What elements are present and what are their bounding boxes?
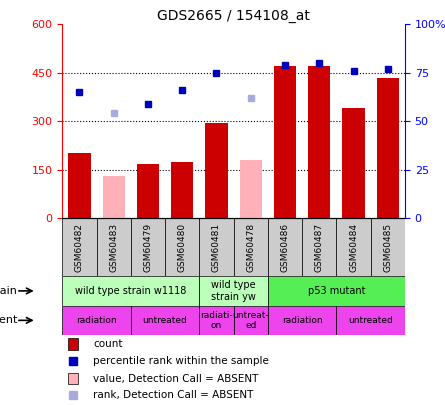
Bar xyxy=(205,123,228,218)
Bar xyxy=(199,218,234,276)
Bar xyxy=(302,218,336,276)
Text: value, Detection Call = ABSENT: value, Detection Call = ABSENT xyxy=(93,373,259,384)
Bar xyxy=(274,66,296,218)
Text: GSM60483: GSM60483 xyxy=(109,223,118,272)
Bar xyxy=(371,218,405,276)
Bar xyxy=(268,306,336,335)
Bar xyxy=(102,176,125,218)
Bar xyxy=(376,78,399,218)
Bar xyxy=(336,218,371,276)
Bar xyxy=(137,164,159,218)
Text: radiation: radiation xyxy=(76,316,117,325)
Bar xyxy=(268,218,302,276)
Text: GSM60481: GSM60481 xyxy=(212,223,221,272)
Bar xyxy=(342,108,365,218)
Text: p53 mutant: p53 mutant xyxy=(307,286,365,296)
Bar xyxy=(62,276,199,306)
Bar xyxy=(97,218,131,276)
Text: radiation: radiation xyxy=(282,316,323,325)
Bar xyxy=(62,306,131,335)
Bar xyxy=(131,218,165,276)
Text: wild type
strain yw: wild type strain yw xyxy=(211,280,256,302)
Bar xyxy=(69,373,78,384)
Bar xyxy=(165,218,199,276)
Text: GSM60479: GSM60479 xyxy=(143,223,153,272)
Text: strain: strain xyxy=(0,286,18,296)
Text: untreated: untreated xyxy=(143,316,187,325)
Bar xyxy=(234,306,268,335)
Bar xyxy=(131,306,199,335)
Text: untreated: untreated xyxy=(348,316,393,325)
Text: untreat-
ed: untreat- ed xyxy=(232,311,269,330)
Bar xyxy=(268,276,405,306)
Text: percentile rank within the sample: percentile rank within the sample xyxy=(93,356,269,366)
Text: GSM60484: GSM60484 xyxy=(349,223,358,272)
Text: count: count xyxy=(93,339,123,349)
Bar xyxy=(239,160,262,218)
Bar xyxy=(199,306,234,335)
Text: GSM60480: GSM60480 xyxy=(178,223,187,272)
Bar xyxy=(199,276,268,306)
Text: GSM60487: GSM60487 xyxy=(315,223,324,272)
Text: GSM60485: GSM60485 xyxy=(383,223,392,272)
Title: GDS2665 / 154108_at: GDS2665 / 154108_at xyxy=(157,9,310,23)
Text: wild type strain w1118: wild type strain w1118 xyxy=(75,286,186,296)
Text: agent: agent xyxy=(0,315,18,325)
Bar xyxy=(69,338,78,350)
Text: radiati-
on: radiati- on xyxy=(200,311,233,330)
Bar xyxy=(171,162,194,218)
Text: rank, Detection Call = ABSENT: rank, Detection Call = ABSENT xyxy=(93,390,254,400)
Text: GSM60486: GSM60486 xyxy=(280,223,290,272)
Bar xyxy=(234,218,268,276)
Bar xyxy=(62,218,97,276)
Text: GSM60482: GSM60482 xyxy=(75,223,84,272)
Bar xyxy=(68,153,91,218)
Bar xyxy=(336,306,405,335)
Bar xyxy=(308,66,331,218)
Text: GSM60478: GSM60478 xyxy=(246,223,255,272)
